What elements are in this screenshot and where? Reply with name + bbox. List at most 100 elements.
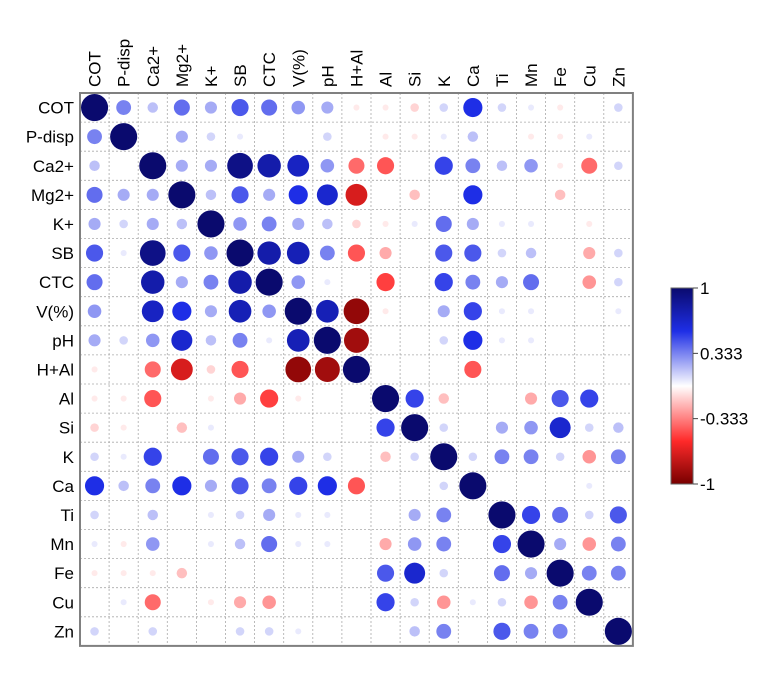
corr-cell-Fe-P-disp: [120, 570, 127, 577]
corr-cell-CTC-Si: [413, 281, 416, 283]
plot-border: [79, 92, 634, 647]
corr-cell-P-disp-Fe: [557, 133, 564, 140]
corr-cell-Si-Mg2+: [176, 422, 188, 433]
corr-cell-COT-SB: [231, 98, 249, 117]
corr-cell-Ca-COT: [84, 476, 105, 496]
corr-cell-H+Al-Si: [413, 368, 416, 371]
corr-cell-CTC-Mn: [523, 274, 540, 291]
corr-cell-Ca2+-Cu: [581, 157, 598, 174]
corr-cell-K-Ca2+: [143, 447, 162, 466]
column-label: Al: [377, 72, 396, 87]
corr-cell-SB-Fe: [559, 252, 561, 254]
corr-cell-Si-P-disp: [120, 424, 127, 431]
color-scale: 1 0.333 -0.333 -1: [670, 279, 748, 494]
corr-cell-Al-Si: [405, 389, 424, 408]
corr-cell-COT-Zn: [614, 103, 623, 112]
row-label: Si: [59, 419, 74, 438]
corr-cell-K-K+: [202, 448, 219, 465]
corr-cell-Fe-Mg2+: [176, 567, 188, 579]
corr-cell-Cu-K+: [207, 599, 214, 606]
corr-cell-Al-P-disp: [120, 395, 127, 402]
corr-cell-Zn-K: [436, 623, 452, 639]
corr-cell-SB-Mn: [525, 247, 537, 259]
corr-cell-V(%)-Fe: [559, 310, 561, 312]
corr-cell-Ca-H+Al: [347, 477, 366, 495]
corr-cell-COT-Al: [382, 104, 389, 111]
corr-cell-Al-COT: [91, 395, 98, 402]
corr-cell-pH-Mn: [528, 337, 535, 344]
corr-cell-P-disp-SB: [237, 133, 244, 140]
row-label: Ti: [60, 506, 74, 525]
corr-cell-Al-H+Al: [355, 397, 358, 400]
corr-cell-Mn-SB: [234, 538, 246, 550]
corr-cell-Al-Mg2+: [181, 397, 183, 400]
corr-cell-Ca-P-disp: [118, 480, 129, 492]
corr-cell-COT-pH: [321, 101, 334, 114]
corr-cell-H+Al-Mn: [530, 368, 532, 371]
corr-cell-Fe-Al: [376, 564, 395, 582]
corr-cell-K-pH: [323, 452, 332, 462]
corr-cell-P-disp-Al: [382, 133, 389, 140]
corr-cell-SB-K+: [204, 246, 218, 260]
corr-cell-Ca2+-K: [434, 156, 453, 175]
corr-cell-Ti-H+Al: [355, 514, 358, 516]
corr-cell-K+-P-disp: [119, 219, 128, 229]
corr-cell-Mg2+-Ti: [501, 194, 503, 196]
corr-cell-P-disp-Cu: [586, 133, 593, 140]
row-label: Mg2+: [31, 186, 74, 205]
corr-cell-K+-Mn: [528, 220, 535, 227]
corr-cell-COT-K: [439, 103, 449, 112]
corr-cell-Ti-Cu: [584, 510, 594, 520]
corr-cell-Ti-Zn: [609, 506, 627, 524]
row-label: Cu: [52, 593, 74, 612]
corr-cell-CTC-P-disp: [122, 281, 125, 283]
corr-cell-SB-V(%): [286, 241, 310, 265]
corr-cell-K+-Al: [382, 220, 389, 227]
corr-cell-Cu-Si: [410, 597, 419, 607]
column-label: Si: [406, 72, 425, 87]
corr-cell-H+Al-Cu: [588, 368, 590, 371]
row-label: Zn: [54, 622, 74, 641]
corr-cell-P-disp-P-disp: [110, 123, 138, 151]
corr-cell-Si-Si: [401, 414, 429, 442]
corr-cell-Ca2+-Ca: [465, 158, 481, 174]
corr-cell-pH-SB: [232, 332, 248, 348]
corr-cell-H+Al-Ti: [501, 368, 503, 371]
corr-cell-COT-Cu: [588, 106, 590, 109]
corr-cell-Ca-K: [439, 481, 449, 491]
corr-cell-COT-CTC: [261, 99, 278, 116]
corr-cell-K+-Fe: [559, 223, 561, 225]
corr-cell-P-disp-Si: [411, 133, 418, 140]
corr-cell-K+-Zn: [617, 223, 620, 225]
corr-cell-Ca-V(%): [289, 476, 308, 495]
row-label: COT: [38, 99, 74, 118]
corr-cell-Si-pH: [326, 426, 329, 429]
corr-cell-Al-Ti: [501, 397, 503, 400]
column-label: Cu: [580, 65, 599, 87]
corr-cell-Mn-CTC: [261, 536, 278, 553]
corr-cell-Mg2+-Fe: [554, 189, 566, 201]
corr-cell-Fe-Mn: [524, 567, 538, 580]
corr-cell-H+Al-Ca: [464, 360, 482, 379]
corr-cell-Ca-K+: [204, 479, 218, 492]
corr-cell-Mg2+-Ca2+: [146, 188, 159, 201]
corr-cell-Zn-Cu: [588, 630, 590, 633]
corr-cell-Ti-pH: [324, 511, 331, 518]
corr-cell-H+Al-K+: [206, 365, 216, 374]
corr-cell-Zn-H+Al: [355, 630, 358, 633]
corr-cell-H+Al-Zn: [617, 368, 620, 371]
corr-cell-Ti-Ti: [488, 501, 516, 529]
corr-cell-K-Mg2+: [181, 456, 183, 458]
corr-cell-Ca-Mg2+: [172, 476, 192, 496]
corr-cell-Al-Cu: [580, 389, 599, 408]
corr-cell-Cu-SB: [233, 596, 247, 609]
corr-cell-K+-Ca: [466, 217, 479, 231]
corr-cell-pH-K: [439, 336, 449, 345]
corr-cell-V(%)-Mn: [528, 308, 535, 315]
column-label: Ca: [464, 65, 483, 87]
corr-cell-V(%)-Ca: [463, 302, 482, 321]
corr-cell-H+Al-Ca2+: [144, 361, 161, 378]
corr-cell-Al-Zn: [617, 397, 620, 400]
corr-cell-Zn-V(%): [295, 628, 302, 635]
